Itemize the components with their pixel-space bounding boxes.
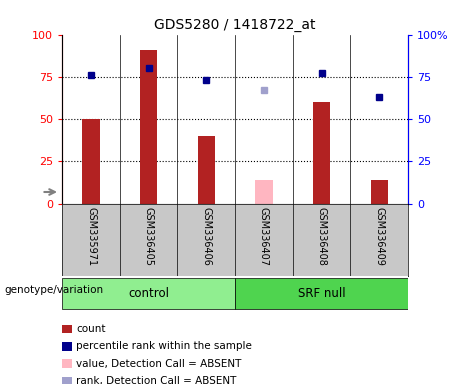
Text: GSM336406: GSM336406	[201, 207, 211, 266]
Title: GDS5280 / 1418722_at: GDS5280 / 1418722_at	[154, 18, 316, 32]
Text: GSM336409: GSM336409	[374, 207, 384, 266]
Text: GSM335971: GSM335971	[86, 207, 96, 266]
Text: GSM336405: GSM336405	[144, 207, 154, 266]
Bar	[255, 180, 272, 204]
Text: value, Detection Call = ABSENT: value, Detection Call = ABSENT	[76, 359, 242, 369]
Text: percentile rank within the sample: percentile rank within the sample	[76, 341, 252, 351]
Bar	[235, 278, 408, 310]
Text: count: count	[76, 324, 106, 334]
Bar	[62, 278, 235, 310]
Bar	[371, 180, 388, 204]
Text: control: control	[128, 287, 169, 300]
Bar	[140, 50, 157, 204]
Bar	[313, 102, 330, 204]
Text: GSM336408: GSM336408	[317, 207, 326, 266]
Text: SRF null: SRF null	[298, 287, 345, 300]
Text: genotype/variation: genotype/variation	[5, 285, 104, 295]
Text: rank, Detection Call = ABSENT: rank, Detection Call = ABSENT	[76, 376, 236, 384]
Bar	[198, 136, 215, 204]
Bar	[83, 119, 100, 204]
Text: GSM336407: GSM336407	[259, 207, 269, 266]
